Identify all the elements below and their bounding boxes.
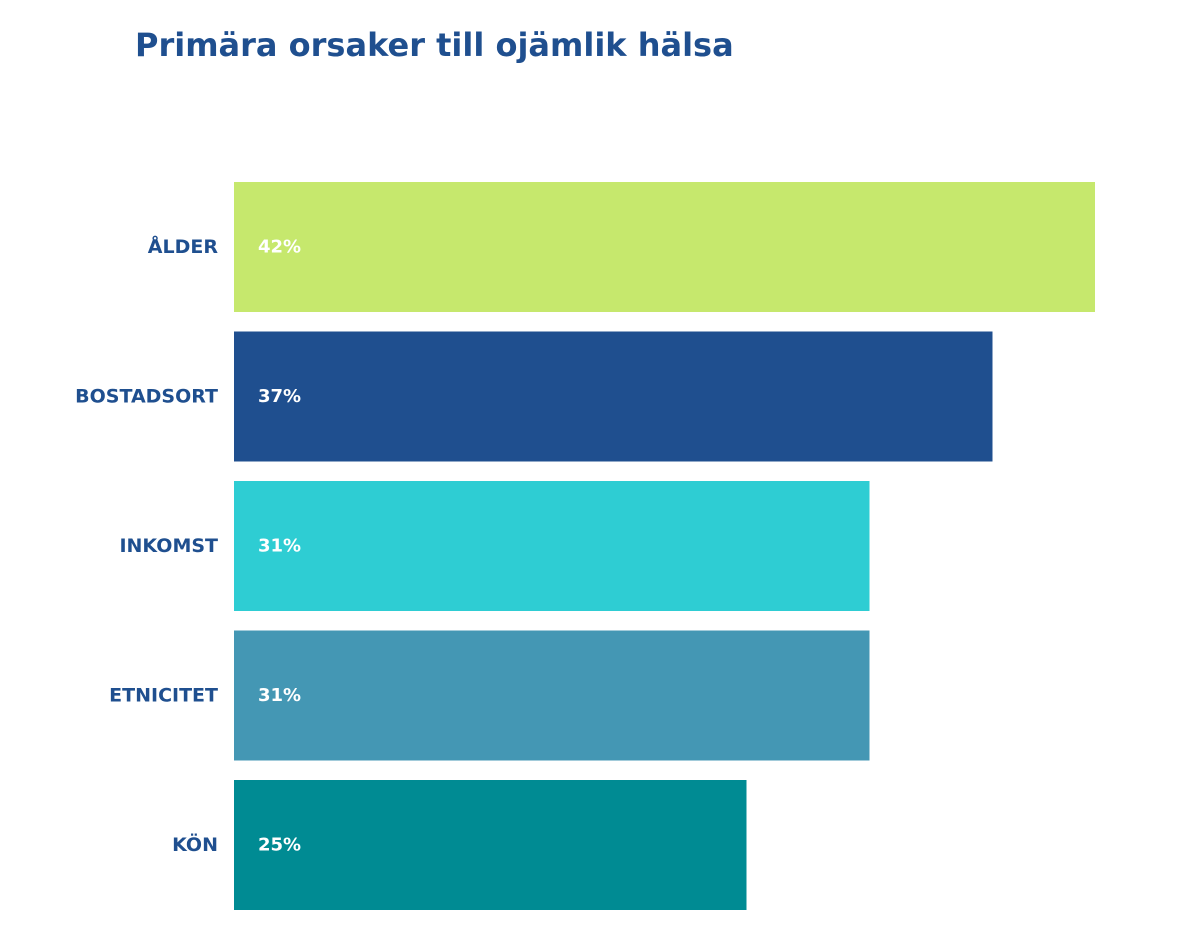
bar-kon [234,780,747,910]
category-label-etnicitet: ETNICITET [109,685,218,707]
bar-inkomst [234,481,870,611]
bar-bostadsort [234,331,993,462]
value-label-etnicitet: 31% [258,685,301,706]
value-label-alder: 42% [258,237,301,258]
bar-etnicitet [234,630,870,761]
category-label-alder: ÅLDER [148,234,219,258]
category-label-kon: KÖN [172,832,218,856]
value-label-inkomst: 31% [258,536,301,557]
value-label-kon: 25% [258,835,301,856]
category-label-inkomst: INKOMST [119,535,218,557]
category-label-bostadsort: BOSTADSORT [75,386,218,408]
value-label-bostadsort: 37% [258,386,301,407]
chart-title: Primära orsaker till ojämlik hälsa [135,26,734,64]
bar-alder [234,182,1095,312]
